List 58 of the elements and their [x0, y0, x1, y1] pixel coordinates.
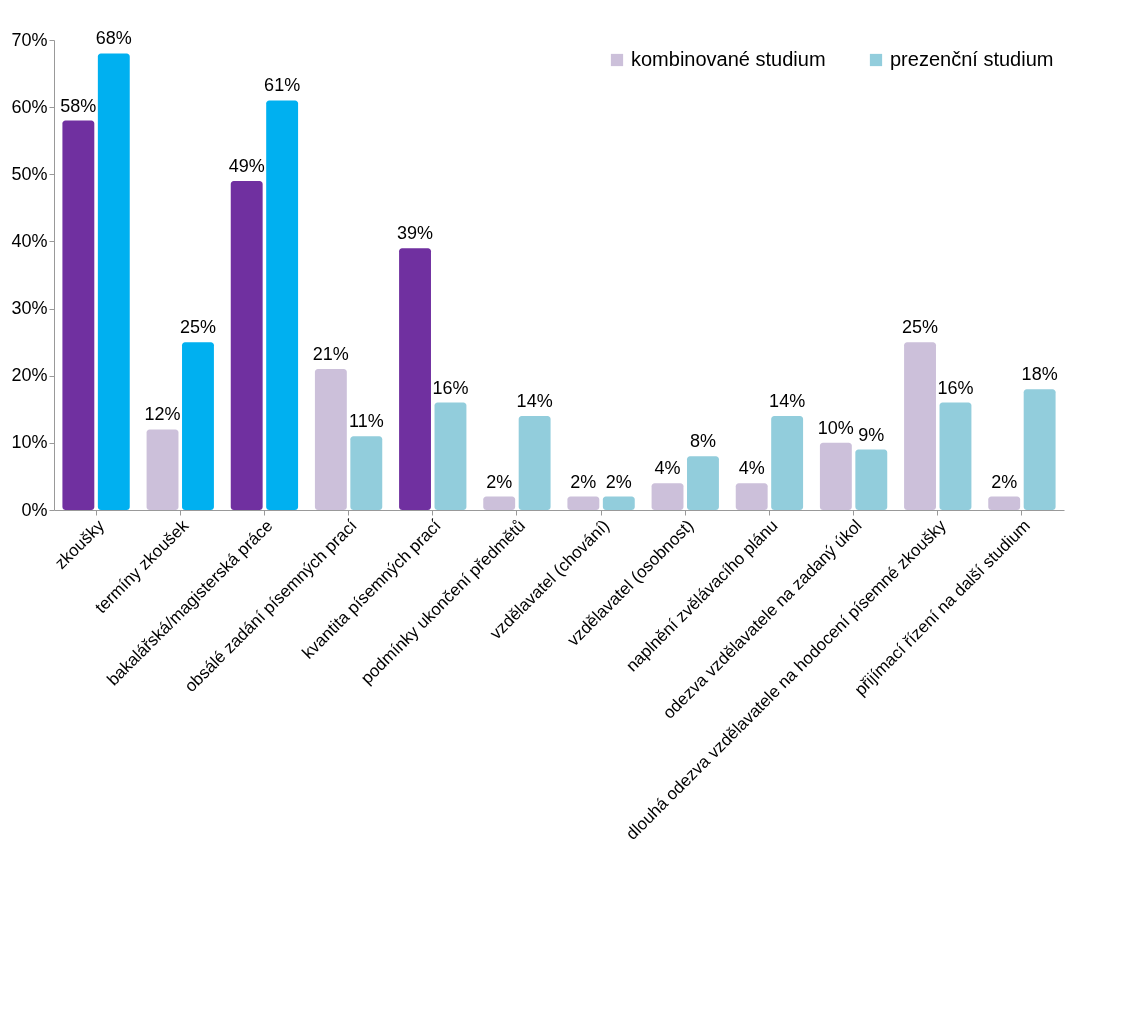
data-label: 25%	[179, 317, 216, 338]
bar	[651, 483, 684, 510]
data-label: 2%	[570, 471, 597, 492]
y-tick-label: 30%	[11, 298, 48, 319]
bar	[735, 483, 768, 510]
data-label: 4%	[738, 458, 765, 479]
data-label: 25%	[902, 317, 939, 338]
y-tick-label: 0%	[21, 499, 48, 520]
y-tick-label: 10%	[11, 432, 48, 453]
bar	[314, 369, 347, 510]
bar	[602, 496, 635, 510]
data-label: 14%	[516, 391, 553, 411]
bar	[350, 436, 383, 510]
bar	[939, 402, 972, 510]
y-tick-label: 60%	[11, 96, 48, 117]
data-label: 16%	[432, 377, 469, 398]
bar	[771, 416, 804, 510]
bar	[819, 442, 852, 510]
bar	[567, 496, 600, 510]
bar	[687, 456, 719, 510]
bar	[399, 248, 431, 510]
data-label: 11%	[348, 411, 384, 432]
data-label: 61%	[264, 75, 301, 96]
data-label: 18%	[1021, 364, 1058, 385]
bar	[62, 120, 95, 510]
data-label: 2%	[486, 471, 513, 492]
bar	[266, 100, 299, 510]
data-label: 16%	[937, 377, 974, 398]
data-label: 12%	[144, 404, 181, 425]
y-tick-label: 20%	[11, 365, 48, 386]
bar	[1023, 389, 1056, 510]
data-label: 4%	[654, 458, 681, 479]
y-tick-label: 70%	[11, 29, 48, 50]
bar	[146, 429, 179, 510]
bar	[904, 342, 936, 510]
y-tick-label: 50%	[11, 163, 48, 184]
data-label: 2%	[991, 471, 1018, 492]
legend-label: prezenční studium	[890, 48, 1054, 70]
bar	[988, 496, 1021, 510]
data-label: 68%	[95, 28, 132, 49]
data-label: 10%	[817, 417, 854, 438]
bar	[434, 402, 467, 510]
bar	[518, 416, 551, 510]
bar	[855, 449, 888, 510]
data-label: 14%	[769, 391, 806, 411]
y-tick-label: 40%	[11, 230, 48, 251]
bar	[483, 496, 516, 510]
data-label: 21%	[312, 344, 349, 364]
data-label: 8%	[689, 431, 716, 452]
data-label: 2%	[605, 471, 632, 492]
data-label: 49%	[228, 156, 265, 176]
bar	[182, 342, 214, 510]
data-label: 58%	[60, 95, 97, 116]
data-label: 39%	[397, 223, 434, 244]
bar	[97, 53, 130, 510]
legend-label: kombinované studium	[631, 48, 826, 70]
bar	[230, 181, 263, 510]
data-label: 9%	[858, 424, 885, 445]
